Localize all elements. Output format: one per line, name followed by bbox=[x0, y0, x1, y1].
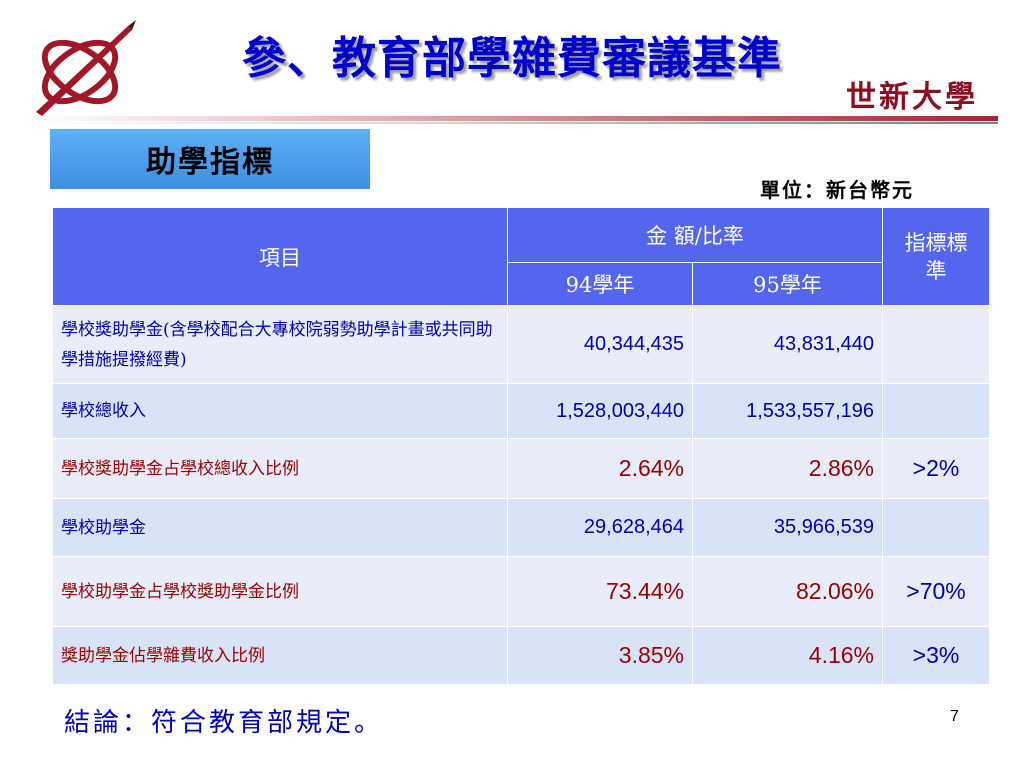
page-title: 參、教育部學雜費審議基準 bbox=[242, 33, 782, 84]
row-value-94: 1,528,003,440 bbox=[507, 383, 693, 439]
header-standard: 指標標準 bbox=[882, 207, 991, 306]
row-standard bbox=[882, 498, 991, 557]
university-logo bbox=[36, 20, 136, 116]
header-item: 項目 bbox=[52, 207, 508, 306]
row-item-label: 獎助學金佔學雜費收入比例 bbox=[52, 626, 508, 685]
unit-label: 單位：新台幣元 bbox=[760, 178, 914, 202]
row-value-95: 35,966,539 bbox=[691, 498, 884, 557]
row-item-label: 學校總收入 bbox=[52, 383, 508, 439]
row-item-label: 學校助學金占學校獎助學金比例 bbox=[52, 556, 508, 627]
row-value-95: 1,533,557,196 bbox=[691, 383, 884, 439]
conclusion-text: 結論：符合教育部規定。 bbox=[64, 708, 384, 738]
row-value-94: 2.64% bbox=[507, 438, 693, 499]
row-value-95: 2.86% bbox=[691, 438, 884, 499]
header-amount: 金 額/比率 bbox=[506, 207, 884, 263]
header-year-94: 94學年 bbox=[507, 262, 693, 306]
row-standard: >70% bbox=[882, 556, 991, 627]
header-year-95: 95學年 bbox=[691, 262, 884, 306]
title-divider bbox=[30, 116, 998, 121]
row-value-94: 73.44% bbox=[507, 556, 693, 627]
table-row: 學校獎助學金占學校總收入比例 2.64% 2.86% >2% bbox=[52, 438, 991, 499]
row-value-95: 43,831,440 bbox=[691, 305, 884, 384]
university-name: 世新大學 bbox=[846, 80, 978, 115]
table-row: 學校助學金占學校獎助學金比例 73.44% 82.06% >70% bbox=[52, 556, 991, 627]
row-standard: >3% bbox=[882, 626, 991, 685]
row-value-94: 40,344,435 bbox=[507, 305, 693, 384]
row-item-label: 學校獎助學金占學校總收入比例 bbox=[52, 438, 508, 499]
row-value-94: 3.85% bbox=[507, 626, 693, 685]
section-label: 助學指標 bbox=[50, 129, 370, 189]
row-value-95: 4.16% bbox=[691, 626, 884, 685]
title-divider-shadow bbox=[30, 122, 998, 124]
table-row: 學校助學金 29,628,464 35,966,539 bbox=[52, 498, 991, 557]
row-item-label: 學校獎助學金(含學校配合大專校院弱勢助學計畫或共同助學措施提撥經費) bbox=[52, 305, 508, 384]
row-value-94: 29,628,464 bbox=[507, 498, 693, 557]
table-row: 獎助學金佔學雜費收入比例 3.85% 4.16% >3% bbox=[52, 626, 991, 685]
row-standard: >2% bbox=[882, 438, 991, 499]
table-row: 學校獎助學金(含學校配合大專校院弱勢助學計畫或共同助學措施提撥經費) 40,344… bbox=[52, 305, 991, 384]
page-number: 7 bbox=[950, 708, 959, 725]
aid-indicator-table: 項目 金 額/比率 指標標準 94學年 95學年 學校獎助學金(含學校配合大專校… bbox=[52, 207, 991, 685]
row-item-label: 學校助學金 bbox=[52, 498, 508, 557]
row-standard bbox=[882, 305, 991, 384]
row-standard bbox=[882, 383, 991, 439]
table-row: 學校總收入 1,528,003,440 1,533,557,196 bbox=[52, 383, 991, 439]
row-value-95: 82.06% bbox=[691, 556, 884, 627]
